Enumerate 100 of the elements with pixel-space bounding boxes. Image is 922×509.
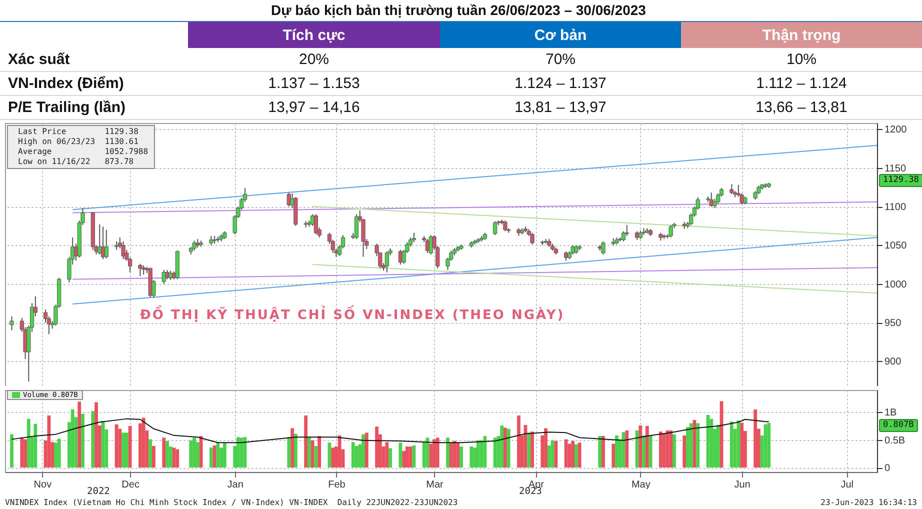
candlestick [493,220,498,236]
bar [162,438,166,468]
candlestick [168,270,173,281]
x-tick-label: Mar [426,480,444,490]
bar [78,402,82,468]
bar [304,415,308,468]
bar [571,440,575,468]
category-label: P/E Trailing (lần) [8,99,126,116]
bar [24,439,27,468]
y-tick-label: 1200 [884,124,908,136]
candlestick [104,229,108,259]
bar [460,446,463,468]
y-tick-label: 950 [884,318,902,330]
bar [598,436,602,468]
bar [716,424,720,468]
bar [504,428,507,468]
category-label: Thận trọng [681,22,922,48]
bar [54,442,58,468]
text: VNINDEX Index (Vietnam Ho Chi Minh Stock Index / VN-Index) VN-INDEX Daily 22JUN2022-23JUN2023 [5,498,458,508]
bar [669,430,673,468]
text: 13,66 – 13,81 [756,99,848,116]
bar [568,444,572,468]
bar [446,438,450,468]
bar [287,437,291,468]
bar [530,432,534,468]
bar [740,422,744,468]
line-series [11,418,770,444]
bar [710,418,714,468]
category-label: Cơ bản [440,22,681,48]
y-tick-label: 900 [884,356,902,368]
bar [666,430,670,468]
bar [436,438,440,468]
candlestick [121,240,126,260]
y-tick-label: 0 [884,463,890,474]
candlestick [192,240,196,252]
bar [527,432,531,468]
bar [612,444,616,468]
text: 23-Jun-2023 16:34:13 [820,498,917,508]
bar [385,442,389,468]
bar [682,435,686,468]
text: 13,97 – 14,16 [268,99,360,116]
bar [615,435,618,468]
text: 1129.38 [879,174,922,187]
annotation: High on 06/23/23 1130.61 [18,137,140,147]
annotation: Low on 11/16/22 873.78 [18,157,135,167]
category-label: VN-Index (Điểm) [8,75,124,92]
bar [648,435,652,468]
y-tick-label: 1B [884,408,898,419]
bar [730,422,734,468]
bar [602,436,605,468]
x-tick-label: Nov [34,480,52,490]
bar [506,428,510,468]
bar [310,440,314,468]
bar [26,418,30,468]
candlestick [668,224,673,238]
bar [20,438,24,468]
bar [456,442,460,468]
bar [388,448,392,468]
bar [517,415,520,468]
bar [449,442,453,468]
bar [331,448,335,468]
y-tick-label: 1150 [884,163,906,174]
bar [483,436,487,468]
text: 20% [298,51,330,68]
candlestick [10,316,14,331]
x-tick-label: Dec [122,480,140,490]
y-tick-label: 1000 [884,279,908,290]
bar [638,425,642,468]
bar [364,432,368,468]
bar [672,434,676,468]
bar [81,414,84,468]
bar [476,440,480,468]
bar [10,434,14,468]
y-tick-label: 1050 [884,240,908,252]
bar [166,440,169,468]
candlestick [412,232,416,243]
x-tick-label: Feb [328,480,346,490]
bar [767,422,771,468]
x-tick-label: Jan [227,480,244,490]
bar [642,435,646,468]
bar [189,440,193,468]
bar [338,435,342,468]
bar [754,409,758,468]
bar [70,409,74,468]
bar [314,446,318,468]
bar [362,434,365,468]
text: 13,81 – 13,97 [514,99,606,116]
candlestick [503,220,508,232]
bar [47,415,51,468]
bar [236,437,240,468]
bar [696,423,700,468]
bar [124,432,128,468]
bar [240,438,244,468]
candlestick [570,244,575,255]
bar [645,426,649,468]
bar [128,426,132,468]
annotation: Last Price 1129.38 [18,127,140,137]
candlestick [624,224,629,236]
text: 1.124 – 1.137 [514,75,606,92]
bar [307,437,311,468]
